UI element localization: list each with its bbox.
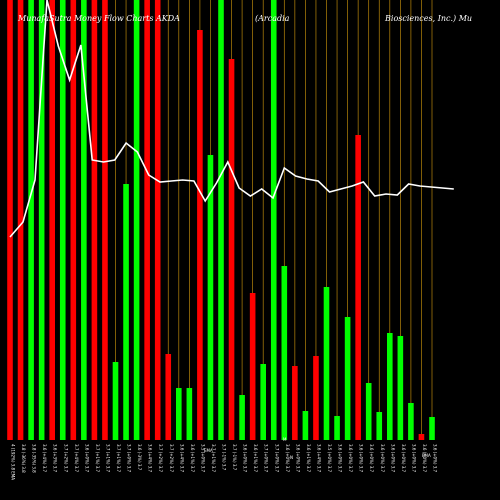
bar-green bbox=[133, 0, 140, 440]
x-tick-label: 3.6 (+3%) 3.7 bbox=[53, 444, 58, 473]
bar-green bbox=[408, 403, 414, 440]
bar-green bbox=[28, 0, 34, 440]
bar-green bbox=[429, 417, 435, 440]
bar-green bbox=[112, 362, 119, 440]
bar-green bbox=[207, 155, 214, 440]
money-flow-line bbox=[9, 0, 454, 238]
x-tick-label: 4 (192%) 3.8 EMA bbox=[11, 444, 16, 480]
bar-red bbox=[197, 30, 203, 440]
mid-axis-labels: EMA M N EMA bbox=[204, 437, 431, 460]
x-tick-label: 3.5 (+0%) 3.7 bbox=[200, 444, 205, 473]
bar-green bbox=[38, 0, 45, 440]
x-tick-label: 3.7 (+0%) 3.7 bbox=[264, 444, 269, 473]
x-tick-label: 3.6 (+0%) 3.7 bbox=[348, 444, 353, 473]
x-tick-label: 3.6 (+0%) 3.7 bbox=[390, 444, 395, 473]
bar-red bbox=[7, 0, 13, 440]
x-tick-label: 3.7 (+4%) 3.7 bbox=[74, 444, 79, 473]
bar-green bbox=[281, 266, 288, 440]
x-tick-label: 3.6 (+0%) 3.7 bbox=[433, 444, 438, 473]
bar-green bbox=[176, 388, 182, 440]
bar-green bbox=[186, 388, 193, 440]
bar-red bbox=[418, 434, 425, 440]
x-tick-label: 3.8 (-35%) 3.8 bbox=[32, 444, 37, 473]
x-tick-label: 3.7 (+0%) 3.7 bbox=[274, 444, 279, 473]
bar-red bbox=[154, 0, 161, 440]
x-tick-label: 3.6 (+0%) 3.7 bbox=[295, 444, 300, 473]
x-tick-label: 3.8 (-36%) 3.8 bbox=[21, 444, 26, 473]
x-tick-label: 3.6 (-3%) 3.7 bbox=[137, 444, 142, 471]
x-tick-label: 3.5 (+0%) 3.7 bbox=[327, 444, 332, 473]
bar-red bbox=[313, 356, 319, 440]
mid-axis-label: EMA bbox=[204, 448, 213, 453]
volume-bars bbox=[7, 0, 435, 440]
x-tick-label: 3.7 (-1%) 3.7 bbox=[232, 444, 237, 471]
bar-green bbox=[81, 0, 87, 440]
x-tick-label: 3.7 (+1%) 3.7 bbox=[105, 444, 110, 473]
bar-red bbox=[249, 293, 256, 440]
bar-green bbox=[365, 383, 372, 440]
chart-title-part-2: (Arcadia bbox=[255, 14, 290, 23]
bar-green bbox=[323, 287, 330, 440]
x-tick-label: 3.7 (+1%) 3.7 bbox=[95, 444, 100, 473]
x-tick-label: 3.7 (+2%) 3.7 bbox=[169, 444, 174, 473]
x-tick-label: 3.6 (+0%) 3.7 bbox=[84, 444, 89, 473]
bar-green bbox=[260, 364, 266, 440]
bar-red bbox=[49, 0, 55, 440]
x-tick-label: 3.6 (+0%) 3.7 bbox=[411, 444, 416, 473]
x-tick-label: 3.6 (+0%) 3.7 bbox=[401, 444, 406, 473]
x-tick-label: 3.6 (+4%) 3.7 bbox=[148, 444, 153, 473]
bar-red bbox=[17, 0, 24, 440]
x-tick-label: 3.6 (+0%) 3.7 bbox=[285, 444, 290, 473]
mid-axis-label: M bbox=[283, 437, 287, 442]
bar-green bbox=[376, 412, 383, 440]
bar-red bbox=[144, 0, 150, 440]
bar-red bbox=[228, 59, 235, 440]
x-tick-label: 3.7 (+2%) 3.7 bbox=[63, 444, 68, 473]
bar-green bbox=[302, 411, 309, 440]
mid-axis-label: N bbox=[290, 455, 293, 460]
x-tick-label: 3.6 (+0%) 3.7 bbox=[243, 444, 248, 473]
bar-green bbox=[239, 395, 245, 440]
bar-red bbox=[355, 135, 361, 440]
chart-title-part-1: MunafaSutra Money Flow Charts AKDA bbox=[17, 14, 180, 23]
x-tick-label: 3.6 (+0%) 3.7 bbox=[338, 444, 343, 473]
bar-green bbox=[59, 0, 66, 440]
x-tick-label: 3.7 (+0%) 3.7 bbox=[127, 444, 132, 473]
x-tick-label: 3.6 (+0%) 3.7 bbox=[380, 444, 385, 473]
bar-red bbox=[102, 0, 108, 440]
bar-green bbox=[334, 416, 340, 440]
x-tick-label: 3.6 (+4%) 3.7 bbox=[42, 444, 47, 473]
bar-red bbox=[91, 0, 98, 440]
x-tick-label: 3.6 (+1%) 3.7 bbox=[190, 444, 195, 473]
x-tick-label: 3.6 (+1%) 3.7 bbox=[253, 444, 258, 473]
bar-green bbox=[344, 317, 351, 440]
bar-red bbox=[70, 0, 77, 440]
bar-red bbox=[165, 354, 172, 440]
x-tick-label: 3.6 (+4%) 3.7 bbox=[316, 444, 321, 473]
bar-red bbox=[292, 366, 298, 440]
x-tick-label: 3.7 (+1%) 3.7 bbox=[116, 444, 121, 473]
x-tick-labels: 4 (192%) 3.8 EMA 3.8 (-36%) 3.8 3.8 (-35%)… bbox=[11, 444, 438, 480]
bar-green bbox=[270, 0, 277, 440]
x-tick-label: 3.6 (+1%) 3.7 bbox=[306, 444, 311, 473]
x-tick-label: 3.7 (-1%) 3.7 bbox=[222, 444, 227, 471]
bar-green bbox=[123, 184, 129, 440]
x-tick-label: 3.7 (+1%) 3.7 bbox=[211, 444, 216, 473]
x-tick-label: 3.6 (+0%) 3.7 bbox=[359, 444, 364, 473]
x-tick-label: 3.6 (+4%) 3.7 bbox=[179, 444, 184, 473]
mid-axis-label: EMA bbox=[422, 453, 431, 458]
bar-green bbox=[387, 333, 393, 440]
bar-green bbox=[397, 336, 404, 440]
x-tick-label: 3.7 (+2%) 3.7 bbox=[158, 444, 163, 473]
chart-title-part-3: Biosciences, Inc.) Mu bbox=[384, 14, 472, 23]
bar-green bbox=[218, 0, 224, 440]
x-tick-label: 3.6 (+0%) 3.7 bbox=[422, 444, 427, 473]
x-tick-label: 3.6 (+0%) 3.7 bbox=[369, 444, 374, 473]
